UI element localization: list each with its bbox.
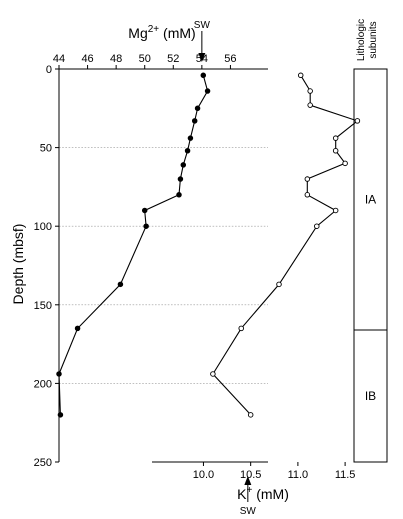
mg-data-point bbox=[176, 192, 182, 198]
k-data-point bbox=[276, 281, 282, 288]
k-data-point bbox=[304, 192, 311, 198]
k-data-point bbox=[210, 371, 216, 377]
mg-axis-label-base: Mg bbox=[128, 25, 147, 41]
mg-tick-label: 52 bbox=[167, 53, 179, 65]
mg-data-point bbox=[56, 371, 62, 377]
k-tick-label: 10.0 bbox=[193, 469, 214, 481]
lithology-unit-label: IB bbox=[365, 389, 376, 403]
mg-data-point bbox=[194, 105, 201, 112]
axis-ticks: 0501001502002504446485052545610.010.511.… bbox=[34, 53, 356, 481]
seawater-markers: SW SW bbox=[194, 20, 257, 517]
k-data-point bbox=[332, 147, 339, 154]
lithology-units: IA IB bbox=[354, 192, 387, 403]
mg-data-point bbox=[117, 281, 124, 288]
k-data-point bbox=[247, 412, 254, 418]
mg-tick-label: 50 bbox=[139, 53, 151, 65]
mg-axis-label-unit: (mM) bbox=[159, 25, 196, 41]
seawater-mg-label: SW bbox=[194, 20, 211, 31]
mg-axis-label: Mg2+ (mM) bbox=[128, 24, 195, 41]
k-axis-label-base: K bbox=[237, 486, 247, 502]
seawater-k-arrowhead bbox=[244, 476, 252, 485]
seawater-k-label: SW bbox=[240, 506, 257, 517]
k-tick-label: 11.5 bbox=[335, 469, 356, 481]
k-data-point bbox=[354, 118, 361, 124]
mg-data-point bbox=[180, 162, 187, 168]
depth-tick-label: 150 bbox=[34, 300, 52, 312]
mg-data-point bbox=[74, 325, 81, 332]
k-tick-label: 10.5 bbox=[240, 469, 261, 481]
k-data-point bbox=[297, 72, 304, 79]
mg-profile-line bbox=[58, 75, 209, 415]
mg-data-point bbox=[187, 135, 194, 141]
k-profile-line bbox=[212, 75, 359, 416]
depth-tick-label: 50 bbox=[40, 143, 52, 155]
k-data-point bbox=[332, 135, 339, 141]
k-data-point bbox=[304, 176, 311, 182]
lithology-unit-label: IA bbox=[365, 192, 376, 206]
mg-data-point bbox=[57, 412, 64, 418]
mg-data-point bbox=[191, 118, 198, 124]
k-axis-label-sup: + bbox=[246, 485, 252, 496]
k-data-point bbox=[314, 223, 320, 229]
lithology-title-line2: subunits bbox=[368, 21, 379, 58]
depth-tick-label: 200 bbox=[34, 378, 52, 390]
mg-data-point bbox=[184, 147, 191, 154]
data-series bbox=[56, 72, 361, 418]
grid-lines bbox=[59, 147, 268, 384]
mg-data-point bbox=[200, 72, 207, 79]
k-axis-label-unit: (mM) bbox=[252, 486, 289, 502]
mg-tick-label: 44 bbox=[53, 53, 65, 65]
mg-data-point bbox=[141, 207, 148, 214]
mg-tick-label: 46 bbox=[81, 53, 93, 65]
k-tick-label: 11.0 bbox=[288, 469, 309, 481]
depth-tick-label: 250 bbox=[34, 457, 52, 469]
depth-axis-label: Depth (mbsf) bbox=[10, 224, 26, 305]
mg-data-point bbox=[143, 223, 149, 229]
depth-tick-label: 0 bbox=[46, 64, 52, 76]
lithology-title-line1: Lithologic bbox=[356, 19, 367, 61]
lithology-box bbox=[353, 68, 388, 463]
k-data-point bbox=[342, 160, 348, 167]
k-data-point bbox=[307, 88, 313, 94]
k-data-point bbox=[332, 207, 339, 214]
k-data-point bbox=[238, 325, 244, 332]
mg-tick-label: 48 bbox=[110, 53, 122, 65]
mg-tick-label: 56 bbox=[224, 53, 236, 65]
k-data-point bbox=[307, 102, 313, 108]
depth-tick-label: 100 bbox=[34, 221, 52, 233]
mg-axis-label-sup: 2+ bbox=[148, 24, 160, 35]
seawater-mg-arrowhead bbox=[198, 53, 206, 62]
mg-data-point bbox=[204, 88, 211, 94]
k-axis-label: K+ (mM) bbox=[237, 485, 289, 502]
lithology-column: Lithologic subunits IA IB bbox=[353, 19, 388, 463]
mg-data-point bbox=[177, 176, 184, 182]
